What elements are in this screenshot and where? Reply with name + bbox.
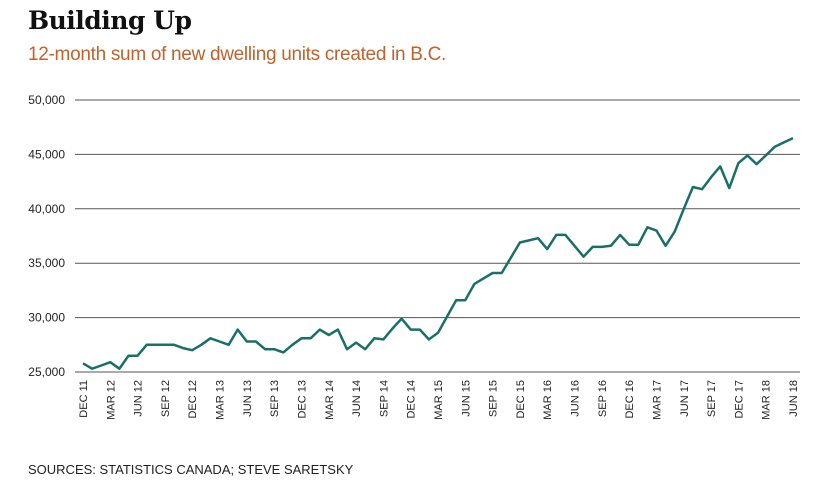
x-tick-label: DEC 17: [733, 380, 745, 419]
x-tick-label: JUN 12: [133, 380, 145, 417]
x-tick-label: MAR 14: [324, 380, 336, 420]
x-tick-label: DEC 12: [187, 380, 199, 419]
x-tick-label: DEC 11: [78, 380, 90, 418]
x-tick-label: MAR 12: [105, 380, 117, 420]
y-tick-label: 50,000: [28, 93, 65, 107]
x-tick-label: SEP 16: [597, 380, 609, 417]
x-tick-label: DEC 15: [515, 380, 527, 419]
x-tick-label: JUN 15: [460, 380, 472, 417]
x-tick-label: SEP 13: [269, 380, 281, 417]
y-tick-label: 35,000: [28, 256, 65, 270]
x-tick-label: SEP 12: [160, 380, 172, 417]
y-tick-label: 25,000: [28, 365, 65, 379]
x-tick-label: JUN 13: [242, 380, 254, 417]
y-tick-label: 40,000: [28, 202, 65, 216]
x-tick-label: MAR 13: [215, 380, 227, 420]
x-tick-label: JUN 18: [788, 380, 800, 417]
x-tick-label: DEC 13: [296, 380, 308, 419]
source-note: SOURCES: STATISTICS CANADA; STEVE SARETS…: [28, 462, 354, 477]
x-tick-label: JUN 14: [351, 380, 363, 417]
x-tick-label: SEP 17: [706, 380, 718, 417]
x-tick-label: MAR 15: [433, 380, 445, 420]
x-tick-label: MAR 18: [761, 380, 773, 420]
x-tick-label: DEC 16: [624, 380, 636, 419]
chart-subtitle: 12-month sum of new dwelling units creat…: [28, 44, 446, 65]
x-tick-label: MAR 17: [651, 380, 663, 420]
x-tick-label: MAR 16: [542, 380, 554, 420]
series-line: [82, 136, 794, 370]
x-tick-label: JUN 17: [679, 380, 691, 417]
x-tick-label: JUN 16: [570, 380, 582, 417]
x-tick-label: SEP 14: [378, 380, 390, 417]
x-tick-label: DEC 14: [406, 380, 418, 419]
y-tick-label: 45,000: [28, 147, 65, 161]
x-tick-label: SEP 15: [488, 380, 500, 417]
chart-title: Building Up: [28, 6, 192, 35]
y-tick-label: 30,000: [28, 311, 65, 325]
